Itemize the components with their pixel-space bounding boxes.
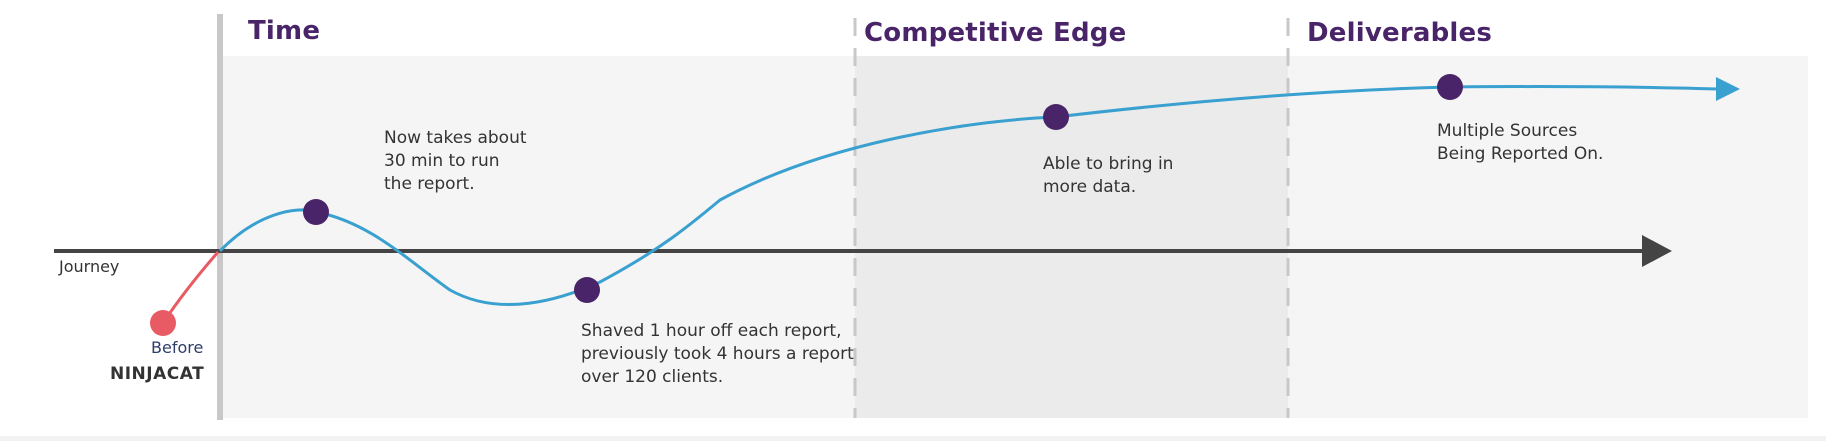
milestone-note: Multiple Sources Being Reported On. xyxy=(1437,121,1604,164)
milestone-note: Shaved 1 hour off each report, previousl… xyxy=(581,321,854,387)
milestone-dot xyxy=(1043,104,1069,130)
competitive-edge-panel xyxy=(855,56,1288,418)
before-label: Before xyxy=(151,338,204,357)
section-title-time: Time xyxy=(248,16,321,46)
start-dot xyxy=(150,310,176,336)
milestone-dot xyxy=(574,277,600,303)
journey-axis-label: Journey xyxy=(59,257,120,276)
growth-curve-arrowhead xyxy=(1716,77,1740,101)
journey-axis-arrowhead xyxy=(1642,235,1672,267)
milestone-dot xyxy=(303,199,329,225)
milestone-note: Able to bring in more data. xyxy=(1043,154,1174,197)
milestone-dot xyxy=(1437,74,1463,100)
section-title-deliverables: Deliverables xyxy=(1307,18,1493,48)
bottom-strip xyxy=(0,436,1826,441)
before-connector xyxy=(161,251,220,324)
milestone-note: Now takes about 30 min to run the report… xyxy=(384,128,527,194)
brand-label: NINJACAT xyxy=(110,364,205,384)
section-title-competitive-edge: Competitive Edge xyxy=(864,18,1127,48)
